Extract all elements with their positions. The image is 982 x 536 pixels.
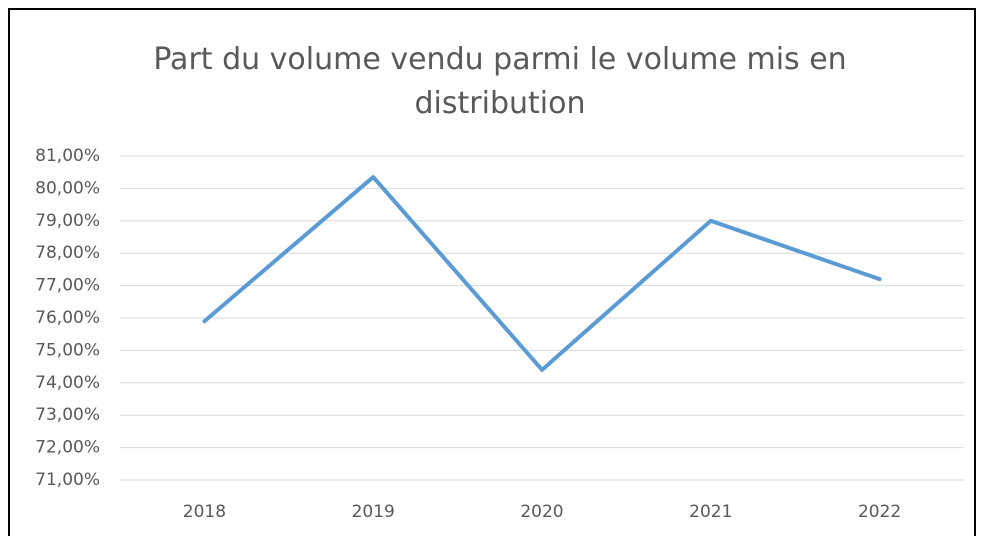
y-tick-label: 74,00%	[35, 373, 100, 393]
y-tick-label: 78,00%	[35, 243, 100, 263]
x-tick-label: 2018	[183, 502, 226, 522]
y-tick-label: 76,00%	[35, 308, 100, 328]
y-tick-label: 73,00%	[35, 405, 100, 425]
y-tick-label: 72,00%	[35, 438, 100, 458]
x-tick-label: 2022	[858, 502, 901, 522]
data-line	[202, 175, 882, 372]
x-tick-label: 2021	[689, 502, 732, 522]
chart-border	[8, 8, 976, 536]
y-tick-label: 79,00%	[35, 211, 100, 231]
y-tick-label: 80,00%	[35, 178, 100, 198]
x-tick-label: 2019	[352, 502, 395, 522]
y-tick-label: 81,00%	[35, 146, 100, 166]
y-tick-label: 71,00%	[35, 470, 100, 490]
chart-title: Part du volume vendu parmi le volume mis…	[153, 42, 847, 121]
y-tick-label: 77,00%	[35, 276, 100, 296]
x-tick-label: 2020	[520, 502, 563, 522]
y-tick-label: 75,00%	[35, 340, 100, 360]
